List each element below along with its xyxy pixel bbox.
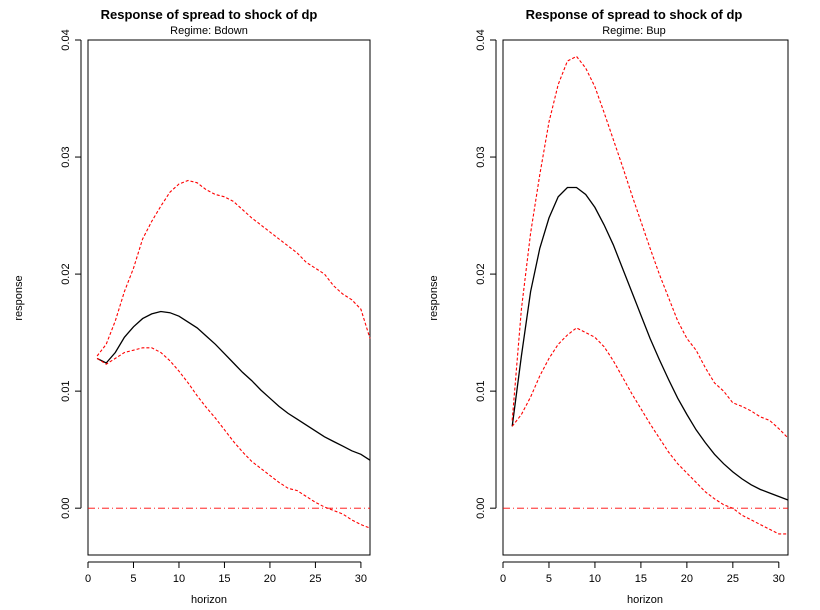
y-tick-label: 0.03 [475,146,487,167]
series-line-upper-band [96,179,371,357]
chart-panel-bup: Response of spread to shock of dp Regime… [428,7,789,606]
plot-frame [87,39,371,556]
x-tick-label: 5 [546,573,552,585]
x-tick-label: 25 [309,573,321,585]
chart-title: Response of spread to shock of dp [526,7,743,22]
x-tick-label: 10 [173,573,185,585]
plot-area: 0 5 10 15 20 25 30 0.00 0.01 0.02 0.03 0.04 [475,29,789,585]
x-tick-label: 20 [681,573,693,585]
y-tick-label: 0.01 [475,380,487,401]
y-axis-label: response [428,275,440,320]
x-tick-label: 20 [264,573,276,585]
x-axis-label: horizon [191,594,227,606]
x-tick-label: 15 [218,573,230,585]
x-tick-label: 10 [589,573,601,585]
y-tick-label: 0.02 [475,263,487,284]
chart-subtitle: Regime: Bup [602,25,666,37]
chart-panel-bdown: Response of spread to shock of dp Regime… [13,7,371,606]
y-tick-label: 0.04 [475,29,487,50]
series-line-lower-band [511,327,788,535]
chart-title: Response of spread to shock of dp [101,7,318,22]
x-tick-label: 5 [130,573,136,585]
chart-subtitle: Regime: Bdown [170,25,248,37]
y-axis-label: response [13,275,25,320]
y-tick-label: 0.00 [475,497,487,518]
series-line-lower-band [96,347,371,529]
x-axis-label: horizon [627,594,663,606]
x-tick-label: 0 [85,573,91,585]
y-tick-label: 0.01 [60,380,72,401]
x-tick-label: 30 [773,573,785,585]
y-tick-label: 0.03 [60,146,72,167]
y-tick-label: 0.00 [60,497,72,518]
y-tick-label: 0.04 [60,29,72,50]
series-line-upper-band [511,55,789,439]
y-tick-label: 0.02 [60,263,72,284]
series-line-estimate [96,310,371,461]
x-tick-label: 30 [355,573,367,585]
plot-area: 0 5 10 15 20 25 30 0.00 0.01 0.02 0.03 0.04 [60,29,371,585]
x-tick-label: 0 [500,573,506,585]
plot-frame [502,39,789,556]
x-tick-label: 25 [727,573,739,585]
x-tick-label: 15 [635,573,647,585]
series-line-estimate [511,186,789,501]
